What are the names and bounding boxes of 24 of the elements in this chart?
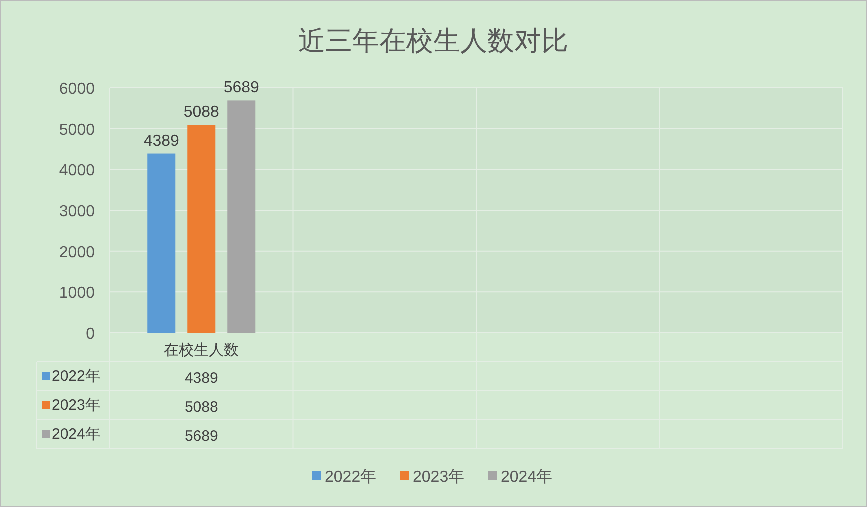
- legend-label: 2023年: [52, 397, 100, 414]
- y-tick-label: 6000: [59, 81, 96, 98]
- text: 2024年: [501, 469, 553, 486]
- annotation: 5689: [184, 428, 218, 445]
- annotation: 5088: [184, 399, 218, 416]
- text: 2022年: [325, 469, 377, 486]
- y-tick-label: 4000: [59, 162, 96, 180]
- y-tick-label: 3000: [59, 204, 96, 220]
- annotation: 4389: [184, 370, 218, 387]
- bar: [228, 100, 256, 333]
- legend-label: 2022年: [52, 368, 100, 385]
- x-tick-label: 在校生人数: [164, 342, 240, 359]
- data-label: 5689: [224, 80, 260, 97]
- data-label: 4389: [144, 132, 180, 150]
- y-tick-label: 1000: [59, 285, 96, 302]
- y-tick-label: 2000: [59, 244, 96, 262]
- bar: [188, 125, 216, 333]
- data-label: 5088: [184, 104, 220, 122]
- y-tick-label: 5000: [59, 122, 96, 139]
- text: 2023年: [413, 469, 465, 486]
- bar: [148, 154, 176, 333]
- y-tick-label: 0: [86, 326, 96, 343]
- chart-title: 近三年在校生人数对比: [298, 26, 568, 56]
- legend-label: 2024年: [52, 426, 100, 443]
